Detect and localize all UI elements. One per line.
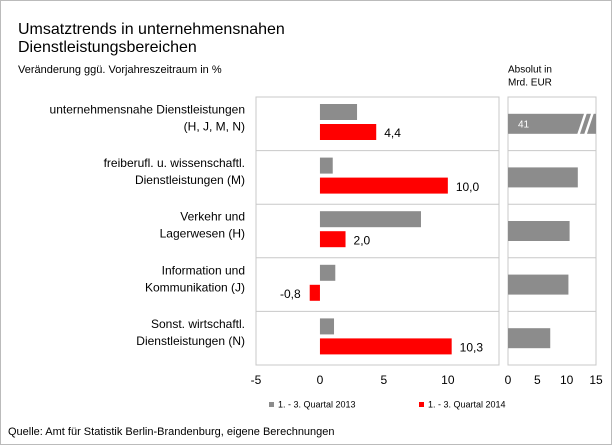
bar: [319, 211, 421, 228]
chart-title: Umsatztrends in unternehmensnahen: [18, 21, 285, 38]
bar: [508, 328, 551, 349]
category-label: Verkehr und: [180, 210, 245, 224]
category-label: Information und: [162, 263, 245, 277]
bar: [319, 318, 335, 335]
bar: [319, 231, 346, 248]
legend-label: 1. - 3. Quartal 2014: [428, 399, 506, 409]
x-tick-label: 5: [534, 373, 541, 387]
x-tick-label: 10: [560, 373, 574, 387]
category-label: Dienstleistungen (N): [136, 334, 245, 348]
data-label: 10,3: [460, 341, 484, 355]
data-label: 4,4: [384, 126, 401, 140]
bar: [309, 284, 320, 301]
data-label: 10,0: [456, 180, 480, 194]
plot-frame: [255, 96, 500, 366]
data-label: -0,8: [280, 287, 301, 301]
category-label: Sonst. wirtschaftl.: [151, 317, 245, 331]
category-label: unternehmensnahe Dienstleistungen: [50, 102, 245, 116]
category-label: (H, J, M, N): [184, 119, 245, 133]
x-tick-label: -5: [251, 373, 262, 387]
x-tick-label: 15: [589, 373, 603, 387]
category-label: Kommunikation (J): [145, 280, 245, 294]
x-tick-label: 0: [505, 373, 512, 387]
bar: [508, 167, 578, 188]
data-label: 41: [518, 119, 530, 130]
x-tick-label: 5: [381, 373, 388, 387]
panel-title: Mrd. EUR: [508, 78, 552, 89]
bar: [319, 177, 448, 194]
panel-title: Absolut in: [508, 65, 552, 76]
data-label: 2,0: [354, 233, 371, 247]
x-tick-label: 0: [317, 373, 324, 387]
legend-swatch: [269, 402, 274, 407]
bar: [319, 264, 336, 281]
bar: [508, 274, 569, 295]
legend-swatch: [419, 402, 424, 407]
bar: [508, 113, 596, 134]
category-label: Dienstleistungen (M): [135, 173, 245, 187]
source-note: Quelle: Amt für Statistik Berlin-Branden…: [8, 426, 335, 438]
panel-bars: [508, 113, 596, 349]
bar: [319, 338, 452, 355]
chart-title: Dienstleistungsbereichen: [18, 39, 197, 56]
chart-subtitle: Veränderung ggü. Vorjahreszeitraum in %: [18, 64, 222, 76]
bar: [319, 157, 333, 174]
bar: [319, 124, 377, 140]
axis-break: [576, 111, 588, 137]
bar: [508, 221, 570, 241]
legend-label: 1. - 3. Quartal 2013: [278, 399, 356, 409]
category-label: freiberufl. u. wissenschaftl.: [104, 156, 245, 170]
axis-break: [583, 111, 595, 137]
x-tick-label: 10: [441, 373, 455, 387]
category-label: Lagerwesen (H): [160, 227, 245, 241]
bar: [319, 104, 358, 120]
